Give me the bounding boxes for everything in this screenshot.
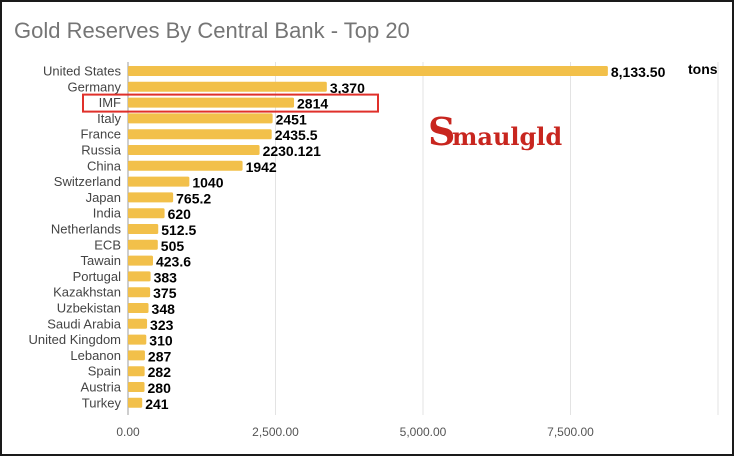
- bar: [128, 382, 145, 392]
- bar: [128, 239, 158, 250]
- category-label: Netherlands: [51, 222, 122, 237]
- category-label: United Kingdom: [29, 332, 122, 347]
- bar: [128, 208, 165, 219]
- bar: [128, 192, 174, 203]
- bar: [128, 366, 145, 377]
- bar: [128, 334, 147, 345]
- value-label: 423.6: [156, 254, 191, 270]
- value-label: 2814: [297, 96, 328, 112]
- category-label: Japan: [86, 190, 121, 205]
- bar: [128, 66, 608, 76]
- highlight-box: [82, 93, 379, 113]
- value-label: 2451: [276, 111, 307, 127]
- bar: [128, 145, 260, 155]
- category-label: Kazakhstan: [53, 285, 121, 300]
- category-label: Uzbekistan: [57, 301, 121, 316]
- category-label: Portugal: [73, 269, 122, 284]
- category-label: ECB: [94, 237, 121, 252]
- bar: [128, 255, 153, 266]
- value-label: 383: [154, 269, 178, 285]
- category-label: France: [81, 127, 121, 142]
- grid-lines: [127, 62, 719, 415]
- value-label: 620: [168, 206, 192, 222]
- bar: [128, 160, 243, 171]
- watermark-logo-initial: S: [428, 109, 455, 154]
- bar: [128, 97, 295, 108]
- bar: [128, 224, 159, 234]
- watermark-logo: S maulgld: [428, 109, 562, 154]
- bar: [128, 81, 327, 92]
- value-label: 2435.5: [275, 127, 318, 143]
- value-label: 241: [145, 396, 169, 412]
- unit-label: tons: [688, 61, 718, 77]
- category-label: Turkey: [82, 395, 122, 410]
- bar: [128, 303, 149, 313]
- category-label: Switzerland: [54, 174, 121, 189]
- bar: [128, 397, 143, 408]
- chart-title: Gold Reserves By Central Bank - Top 20: [14, 18, 410, 43]
- value-label: 1942: [246, 159, 277, 175]
- category-label: Tawain: [81, 253, 121, 268]
- value-label: 310: [149, 333, 173, 349]
- category-label: Italy: [97, 111, 121, 126]
- value-label: 505: [161, 238, 185, 254]
- value-label: 280: [148, 380, 172, 396]
- bar: [128, 271, 151, 282]
- bars: [128, 66, 608, 408]
- x-tick-label: 5,000.00: [400, 425, 447, 439]
- value-label: 8,133.50: [611, 64, 666, 80]
- category-label: Austria: [81, 380, 122, 395]
- value-label: 323: [150, 317, 174, 333]
- labels: 0.00 2,500.00 5,000.00 7,500.00 United State…: [29, 61, 718, 439]
- category-label: Germany: [68, 79, 122, 94]
- category-label: Lebanon: [70, 348, 121, 363]
- bar: [128, 350, 145, 361]
- bar: [128, 129, 272, 140]
- watermark-logo-rest: maulgld: [452, 122, 562, 151]
- value-label: 348: [152, 301, 176, 317]
- x-tick-label: 7,500.00: [547, 425, 594, 439]
- bar: [128, 113, 273, 124]
- category-label: IMF: [99, 95, 121, 110]
- value-label: 2230.121: [263, 143, 322, 159]
- bar: [128, 176, 190, 187]
- value-label: 287: [148, 348, 172, 364]
- category-label: Saudi Arabia: [47, 316, 121, 331]
- category-label: United States: [43, 64, 122, 79]
- category-label: India: [93, 206, 122, 221]
- value-label: 375: [153, 285, 177, 301]
- value-label: 282: [148, 364, 172, 380]
- value-label: 765.2: [176, 190, 211, 206]
- bar: [128, 318, 148, 329]
- value-label: 1040: [192, 175, 223, 191]
- category-label: Spain: [88, 364, 121, 379]
- bar: [128, 287, 151, 298]
- category-label: Russia: [81, 143, 122, 158]
- value-label: 3,370: [330, 80, 365, 96]
- value-label: 512.5: [161, 222, 196, 238]
- category-label: China: [87, 158, 122, 173]
- x-tick-label: 0.00: [116, 425, 140, 439]
- x-tick-label: 2,500.00: [252, 425, 299, 439]
